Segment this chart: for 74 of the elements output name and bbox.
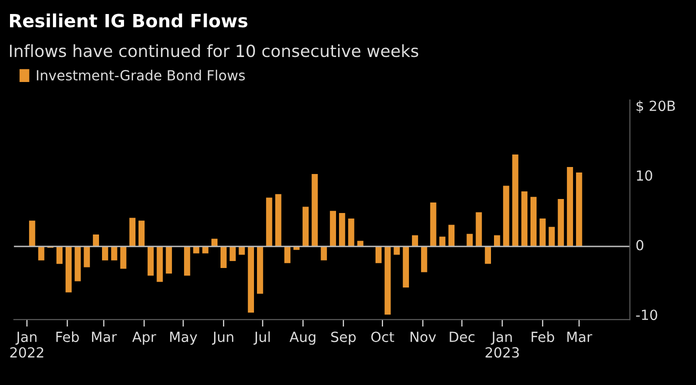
bar <box>275 194 282 246</box>
bar <box>521 191 528 246</box>
chart-title: Resilient IG Bond Flows <box>10 13 248 28</box>
x-tick-label: Oct <box>371 332 394 342</box>
bar <box>148 246 154 276</box>
y-tick-label: 10 <box>636 170 652 181</box>
bar <box>66 246 72 292</box>
x-tick-label: Aug <box>290 332 316 345</box>
bar <box>530 196 537 246</box>
bar <box>558 199 564 246</box>
bar <box>284 246 290 264</box>
bar <box>484 246 491 264</box>
x-tick-label: Apr <box>132 332 156 345</box>
bar <box>84 246 90 268</box>
chart-subtitle: Inflows have continued for 10 consecutive weeks <box>10 44 418 58</box>
bar <box>129 218 136 246</box>
bar <box>503 186 510 246</box>
bar <box>312 174 318 246</box>
bar <box>111 246 118 260</box>
bar <box>421 246 428 272</box>
x-tick-label: Feb <box>56 331 79 342</box>
x-tick-label: Jan 2022 <box>10 332 44 358</box>
y-tick-label: -10 <box>636 310 658 320</box>
bar <box>466 234 473 246</box>
bar <box>156 246 163 282</box>
x-tick-label: Feb <box>532 331 554 342</box>
legend-label: Investment-Grade Bond Flows <box>36 70 245 81</box>
bar <box>92 234 100 246</box>
bar <box>394 246 400 255</box>
bar <box>120 246 126 269</box>
bar <box>74 246 81 282</box>
bar <box>302 206 309 246</box>
bar <box>548 226 555 246</box>
bar <box>220 246 227 268</box>
bar <box>238 246 245 255</box>
bar <box>166 246 172 274</box>
x-tick-label: Dec <box>450 332 474 342</box>
bar <box>330 210 336 246</box>
bar <box>576 172 582 246</box>
bar <box>339 212 346 246</box>
bar <box>430 202 436 246</box>
bar <box>566 166 574 246</box>
bar <box>29 220 36 246</box>
bar <box>439 236 446 246</box>
bar <box>138 220 145 246</box>
bar <box>256 246 264 294</box>
y-tick-label: $ 20B <box>636 100 675 113</box>
x-tick-label: Mar <box>567 332 592 342</box>
bar <box>102 246 108 260</box>
bar <box>402 246 409 288</box>
bar <box>512 154 518 246</box>
bar <box>56 246 63 264</box>
bar <box>384 246 391 315</box>
bar <box>348 218 354 246</box>
bar <box>230 246 236 262</box>
y-tick-label: 0 <box>636 240 644 250</box>
bar <box>375 246 382 264</box>
bar <box>476 212 482 246</box>
x-tick-label: Sep <box>331 332 356 345</box>
x-tick-label: Mar <box>92 332 117 342</box>
x-tick-label: Nov <box>410 332 436 342</box>
bar <box>540 218 546 246</box>
x-tick-label: Jul <box>254 331 270 345</box>
bar <box>320 246 327 260</box>
bar <box>184 246 190 276</box>
bar <box>193 246 200 254</box>
x-tick-label: May <box>170 332 198 345</box>
x-tick-label: Jun <box>212 332 234 345</box>
bar <box>202 246 208 254</box>
bar <box>266 198 272 246</box>
bar <box>448 224 455 246</box>
bar <box>248 246 254 313</box>
x-tick-label: Jan 2023 <box>486 332 519 358</box>
bar <box>38 246 44 260</box>
